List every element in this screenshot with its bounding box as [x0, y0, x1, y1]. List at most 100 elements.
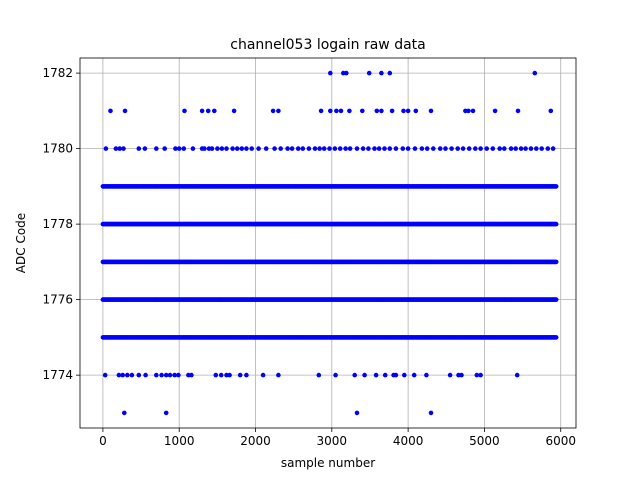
data-point [289, 146, 295, 151]
data-point [172, 372, 177, 378]
data-point [473, 146, 478, 151]
data-point [515, 108, 521, 114]
data-point [412, 146, 418, 151]
x-tick-label: 2000 [240, 434, 271, 448]
data-point [318, 108, 324, 114]
data-point [108, 108, 113, 114]
data-point [347, 146, 353, 151]
data-point [550, 146, 556, 151]
data-point [143, 372, 148, 378]
data-point [270, 108, 276, 114]
axis-ticks: 0 1000 2000 3000 4000 5000 6000 1774 1776 1778 178… [42, 66, 576, 448]
data-point [328, 108, 333, 114]
data-point [387, 146, 393, 151]
data-point [374, 108, 380, 114]
data-point [285, 146, 290, 151]
data-point [122, 108, 128, 114]
data-point [113, 146, 119, 151]
data-point [492, 108, 498, 114]
x-tick-label: 4000 [393, 434, 424, 448]
data-point [352, 372, 358, 378]
data-point [333, 372, 338, 378]
data-point [215, 146, 220, 151]
data-point [234, 146, 240, 151]
data-point [490, 146, 496, 151]
data-point [327, 146, 332, 151]
data-point [125, 372, 130, 378]
data-point [411, 372, 417, 378]
chart-title: channel053 logain raw data [230, 37, 425, 53]
data-point [142, 146, 148, 151]
x-tick-label: 6000 [545, 434, 576, 448]
data-point [379, 108, 384, 114]
data-point [389, 108, 395, 114]
data-point [276, 372, 281, 378]
data-point [117, 146, 122, 151]
data-point [163, 410, 169, 416]
data-point [154, 146, 159, 151]
data-point [159, 372, 164, 378]
data-point [393, 146, 399, 151]
data-point [181, 146, 187, 151]
data-point [129, 372, 135, 378]
data-point [424, 146, 430, 151]
data-point [162, 146, 167, 151]
data-point [212, 108, 217, 114]
data-point [362, 372, 367, 378]
data-point [366, 70, 372, 76]
data-point [102, 372, 108, 378]
data-point [328, 70, 333, 76]
data-point [347, 108, 352, 114]
x-tick-label: 1000 [164, 434, 195, 448]
data-point [449, 146, 454, 151]
data-point [249, 146, 254, 151]
data-point [276, 108, 281, 114]
x-tick-label: 3000 [317, 434, 348, 448]
data-point [260, 372, 266, 378]
data-point [256, 146, 261, 151]
data-point [518, 146, 524, 151]
data-point [205, 108, 211, 114]
data-point [382, 372, 388, 378]
data-point [272, 146, 277, 151]
data-point [553, 184, 559, 189]
data-point [508, 146, 514, 151]
y-tick-label: 1780 [42, 142, 73, 156]
data-point [553, 297, 559, 302]
data-point [428, 108, 434, 114]
data-point [478, 372, 483, 378]
data-point [209, 146, 215, 151]
data-point [460, 146, 466, 151]
data-point [343, 146, 348, 151]
data-point [532, 70, 538, 76]
data-point [344, 70, 349, 76]
data-point [176, 372, 181, 378]
data-point [424, 372, 429, 378]
data-point [413, 108, 419, 114]
data-point [484, 146, 490, 151]
data-point [218, 372, 224, 378]
data-points [100, 70, 559, 416]
data-point [379, 70, 384, 76]
data-point [447, 372, 453, 378]
data-point [244, 146, 249, 151]
data-point [513, 146, 518, 151]
data-point [360, 146, 366, 151]
data-point [154, 372, 159, 378]
data-point [534, 146, 539, 151]
data-point [539, 146, 544, 151]
data-point [470, 108, 476, 114]
data-point [382, 146, 387, 151]
data-point [443, 146, 448, 151]
y-axis-label: ADC Code [14, 213, 28, 273]
data-point [387, 70, 393, 76]
data-point [231, 108, 237, 114]
data-point [553, 221, 559, 227]
data-point [431, 146, 436, 151]
x-axis-label: sample number [281, 456, 375, 470]
data-point [116, 372, 122, 378]
data-point [553, 259, 559, 265]
data-point [466, 146, 472, 151]
data-point [263, 146, 269, 151]
